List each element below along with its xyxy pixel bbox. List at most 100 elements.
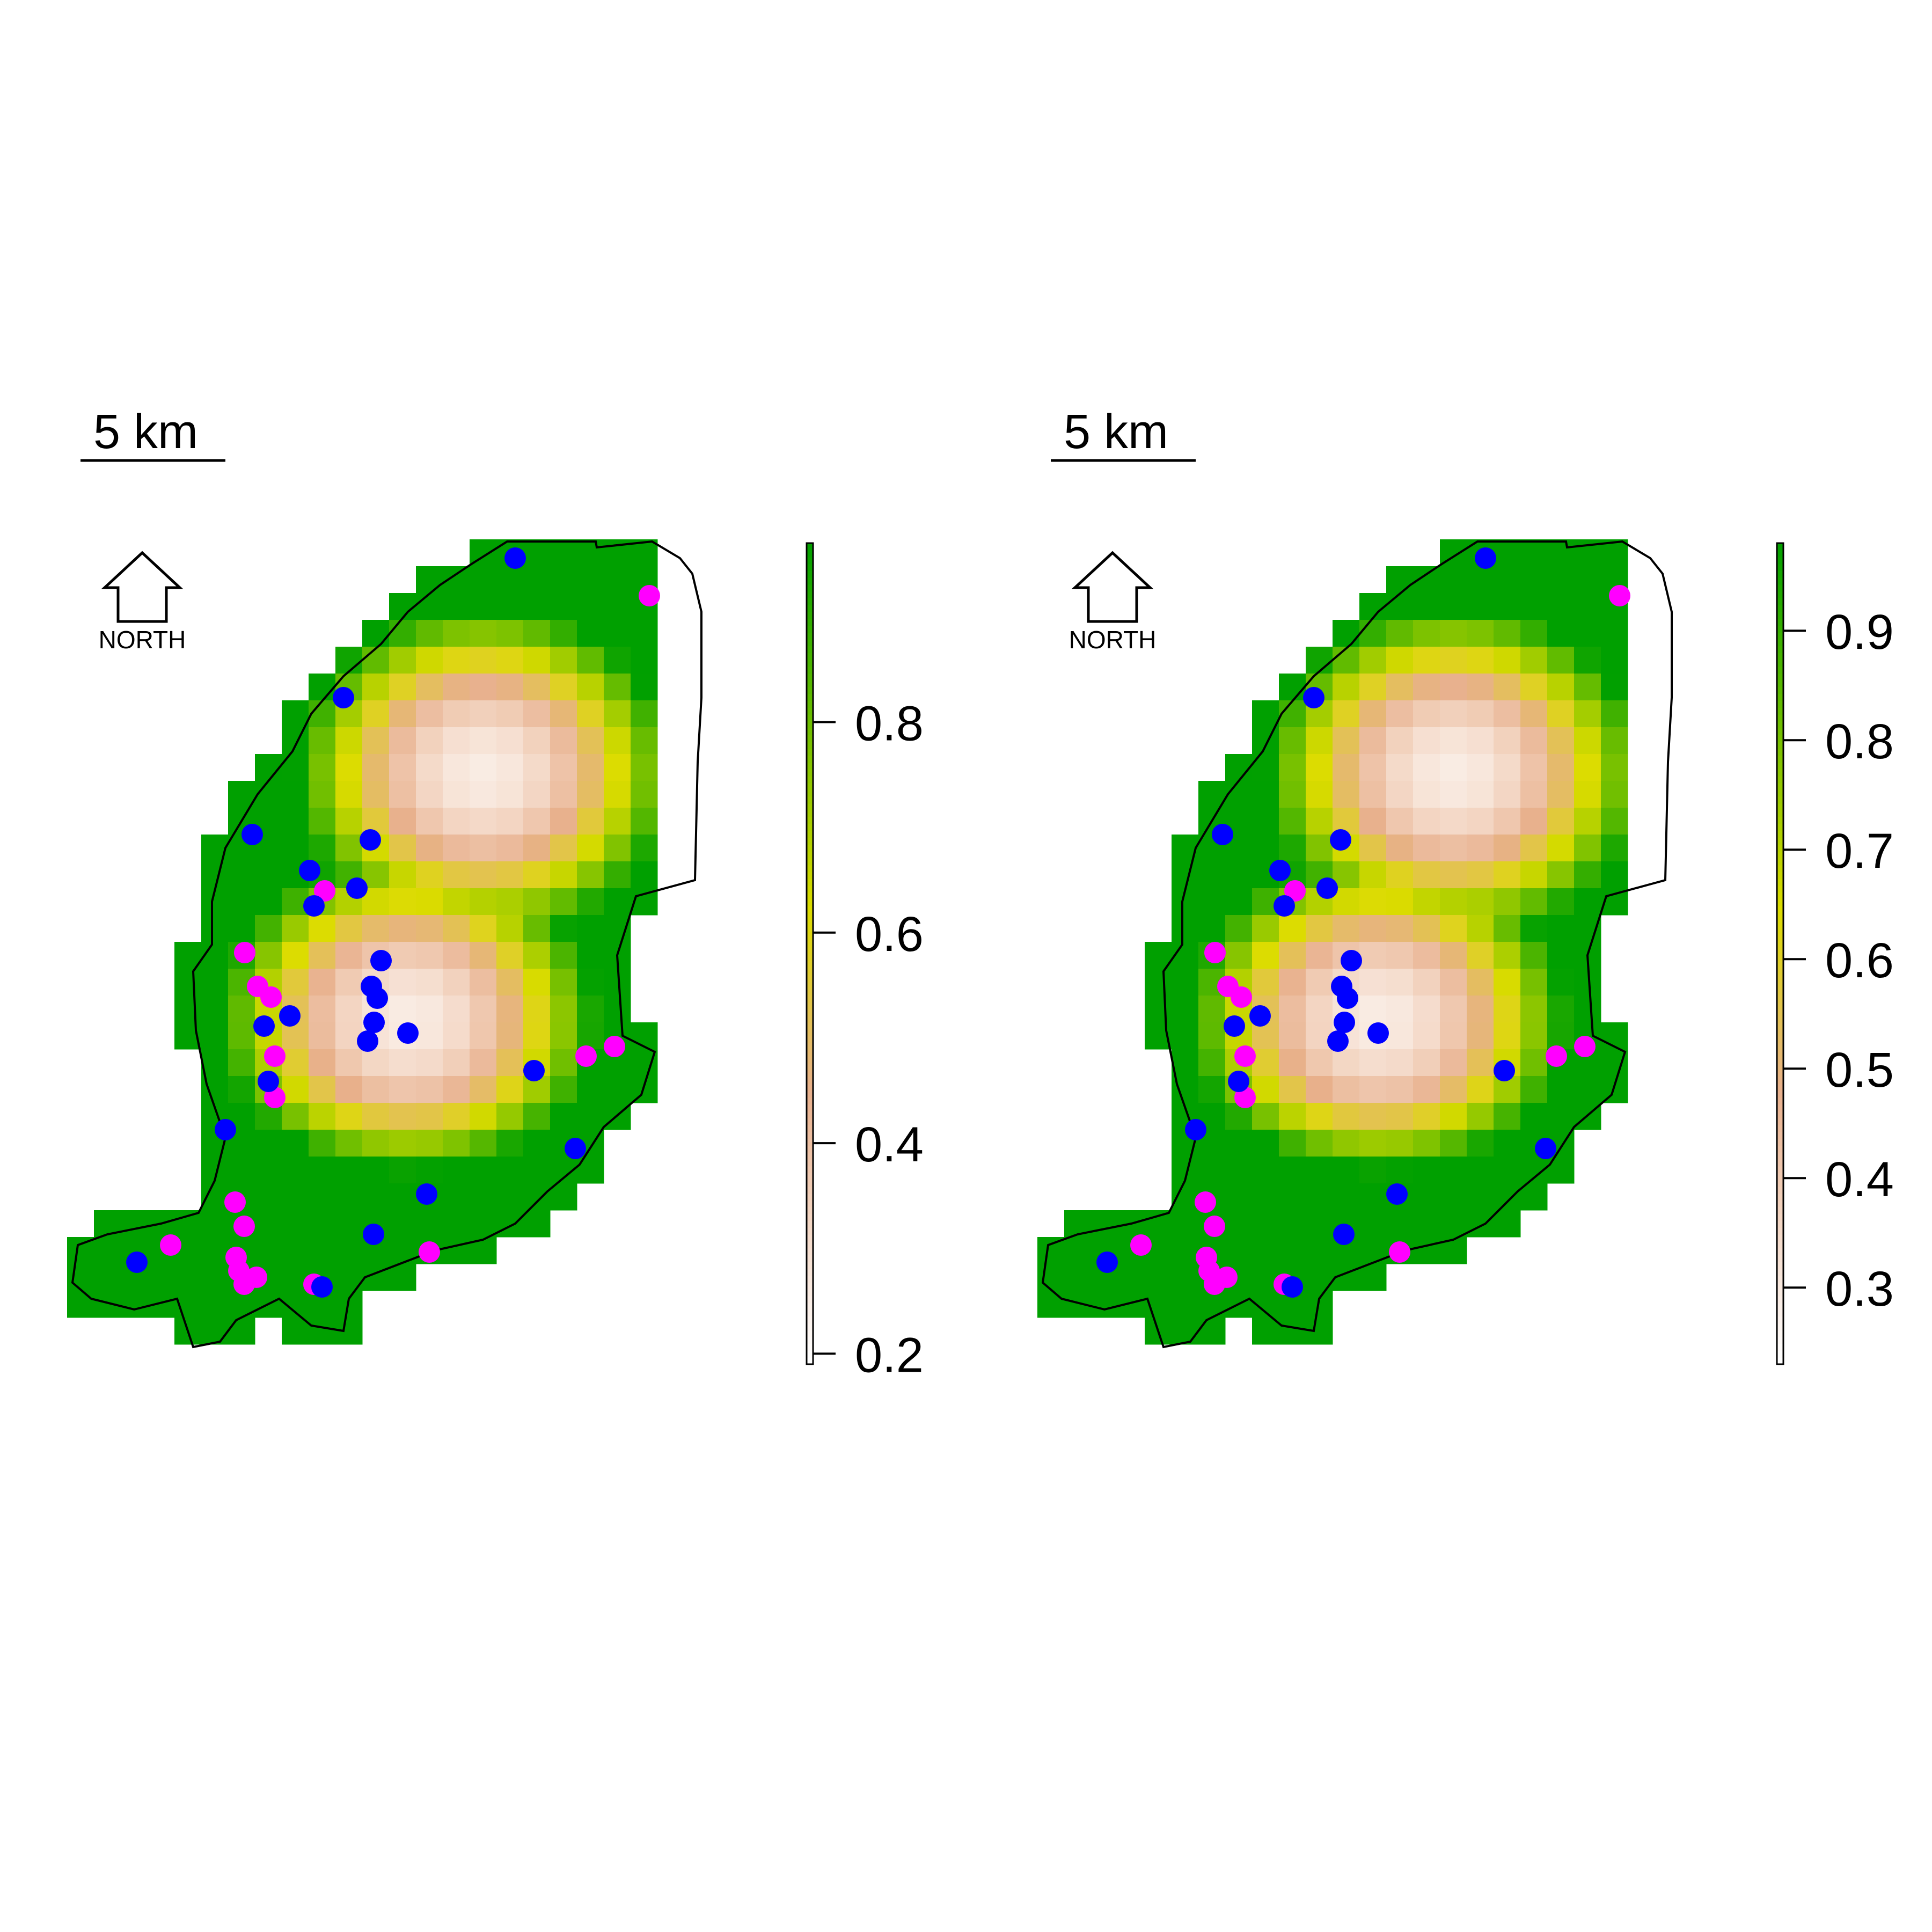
legend-frame: [806, 542, 814, 1365]
raster-cell: [496, 566, 524, 594]
raster-cell: [1359, 861, 1387, 889]
legend-swatch: [807, 591, 813, 598]
raster-cell: [1333, 647, 1360, 674]
raster-cell: [496, 727, 524, 755]
raster-cell: [362, 647, 390, 674]
legend-swatch: [1777, 1159, 1783, 1167]
raster-cell: [550, 1076, 577, 1103]
legend-swatch: [1777, 741, 1783, 749]
legend-swatch: [1777, 577, 1783, 585]
raster-cell: [335, 647, 363, 674]
raster-cell: [1333, 1157, 1360, 1184]
raster-cell: [362, 1130, 390, 1157]
raster-cell: [523, 593, 551, 620]
raster-cell: [604, 888, 631, 916]
raster-cell: [201, 1183, 229, 1211]
raster-cell: [228, 1022, 255, 1050]
raster-cell: [1467, 1210, 1494, 1238]
survey-point: [1546, 1045, 1567, 1067]
legend-swatch: [1777, 1084, 1783, 1091]
legend-swatch: [1777, 543, 1783, 551]
legend-swatch: [807, 1084, 813, 1091]
raster-cell: [1467, 1103, 1494, 1130]
legend-tick-label: 0.2: [855, 1328, 924, 1382]
raster-cell: [1333, 754, 1360, 781]
raster-cell: [470, 754, 497, 781]
legend-swatch: [807, 686, 813, 694]
raster-cell: [443, 781, 470, 808]
legend-swatch: [1777, 1234, 1783, 1242]
raster-cell: [1601, 674, 1628, 701]
legend-swatch: [1777, 885, 1783, 893]
legend-swatch: [1777, 680, 1783, 687]
survey-point: [303, 895, 325, 917]
raster-cell: [496, 1049, 524, 1077]
raster-cell: [604, 781, 631, 808]
raster-cell: [1359, 1157, 1387, 1184]
raster-cell: [1386, 1157, 1414, 1184]
legend-swatch: [807, 1275, 813, 1283]
raster-cell: [496, 593, 524, 620]
raster-cell: [1306, 1157, 1333, 1184]
raster-cell: [1467, 754, 1494, 781]
legend-swatch: [807, 693, 813, 701]
legend-swatch: [807, 1227, 813, 1235]
survey-point: [367, 987, 388, 1009]
raster-cell: [1413, 674, 1440, 701]
legend-tick-label: 0.4: [855, 1117, 924, 1172]
raster-cell: [577, 566, 604, 594]
raster-cell: [604, 593, 631, 620]
raster-cell: [631, 674, 658, 701]
raster-cell: [1520, 1183, 1548, 1211]
legend-swatch: [1777, 872, 1783, 879]
raster-cell: [1440, 1130, 1467, 1157]
legend-swatch: [1777, 789, 1783, 797]
raster-cell: [1520, 727, 1548, 755]
legend-swatch: [1777, 1268, 1783, 1276]
legend-swatch: [807, 1200, 813, 1208]
raster-cell: [416, 1076, 443, 1103]
legend-swatch: [1777, 700, 1783, 708]
raster-cell: [470, 1076, 497, 1103]
raster-cell: [255, 1210, 282, 1238]
north-arrow: NORTH: [99, 551, 186, 654]
raster-cell: [443, 1157, 470, 1184]
raster-cell: [443, 969, 470, 996]
survey-point: [416, 1183, 437, 1205]
raster-cell: [604, 727, 631, 755]
legend-swatch: [1777, 646, 1783, 653]
map-panel-2: 5 km NORTH 0.3 0.4 0.5 0.6 0.7 0.8 0.9: [1037, 405, 1894, 1365]
raster-cell: [362, 1157, 390, 1184]
raster-cell: [550, 754, 577, 781]
raster-cell: [1520, 808, 1548, 835]
legend-swatch: [1777, 755, 1783, 763]
legend-swatch: [1777, 830, 1783, 838]
probability-raster: [1037, 539, 1628, 1345]
legend-swatch: [807, 769, 813, 777]
raster-cell: [309, 781, 336, 808]
raster-cell: [1064, 1264, 1092, 1291]
raster-cell: [1198, 1157, 1226, 1184]
survey-point: [1535, 1138, 1556, 1159]
raster-cell: [1037, 1291, 1065, 1318]
raster-cell: [1574, 888, 1601, 916]
raster-cell: [121, 1291, 148, 1318]
raster-cell: [1359, 674, 1387, 701]
raster-cell: [1467, 593, 1494, 620]
raster-cell: [1574, 781, 1601, 808]
raster-cell: [550, 835, 577, 862]
raster-cell: [1198, 915, 1226, 942]
raster-cell: [282, 1022, 309, 1050]
legend-swatch: [807, 1056, 813, 1064]
raster-cell: [1494, 781, 1521, 808]
survey-point: [234, 942, 255, 963]
survey-point: [360, 829, 381, 851]
raster-cell: [1440, 1049, 1467, 1077]
raster-cell: [523, 781, 551, 808]
legend-swatch: [1777, 1248, 1783, 1255]
raster-cell: [309, 835, 336, 862]
raster-cell: [1601, 808, 1628, 835]
raster-cell: [1467, 700, 1494, 728]
survey-point: [1096, 1252, 1118, 1273]
raster-cell: [1494, 674, 1521, 701]
